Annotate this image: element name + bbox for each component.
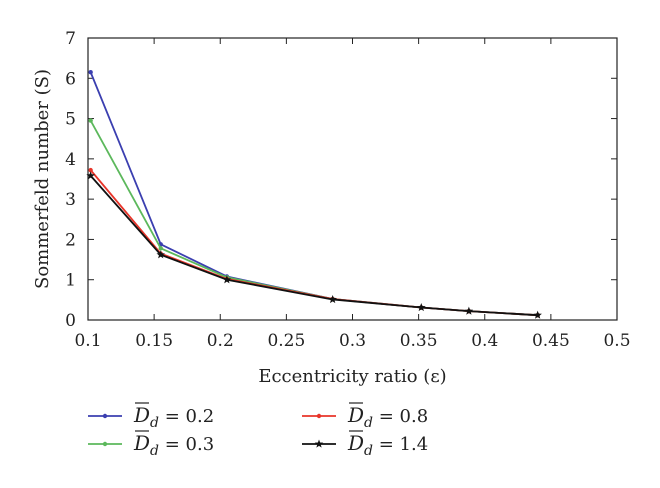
- plot-frame: [87, 37, 618, 321]
- series-4-point: [533, 310, 542, 319]
- legend-marker-3: [316, 413, 322, 419]
- series-1-point: [88, 70, 93, 75]
- series-line-1: [89, 71, 538, 317]
- series-2-point: [158, 246, 163, 251]
- legend-marker-2: [102, 441, 108, 447]
- legend-label-4: Dd = 1.4: [347, 431, 428, 459]
- series-4-point: [222, 275, 232, 284]
- y-tick-label: 1: [65, 271, 76, 291]
- y-tick-label: 2: [65, 230, 76, 250]
- series-4-point: [416, 303, 426, 312]
- series-4-point: [328, 294, 337, 304]
- series-3-point: [88, 167, 93, 173]
- y-tick-label: 7: [65, 29, 76, 49]
- y-tick-label: 4: [65, 150, 76, 170]
- x-tick-label: 0.2: [207, 331, 234, 351]
- x-tick-label: 0.3: [339, 331, 366, 351]
- series-2-point: [88, 118, 93, 123]
- series-4-point: [86, 171, 95, 180]
- legend-label-3: Dd = 0.8: [347, 403, 428, 431]
- y-tick-label: 6: [65, 69, 76, 89]
- y-tick-label: 5: [65, 110, 76, 130]
- x-tick-label: 0.35: [400, 331, 438, 351]
- x-axis-label: Eccentricity ratio (ε): [258, 366, 446, 387]
- legend-marker-1: [102, 413, 108, 419]
- x-tick-label: 0.5: [603, 331, 630, 351]
- series-line-2: [89, 120, 538, 317]
- y-tick-label: 0: [65, 311, 76, 331]
- x-tick-label: 0.15: [135, 331, 173, 351]
- legend-label-2: Dd = 0.3: [133, 431, 214, 459]
- series-4-point: [464, 306, 474, 315]
- x-tick-label: 0.1: [74, 331, 101, 351]
- legend-marker-4: [314, 439, 324, 448]
- y-tick-label: 3: [65, 190, 76, 210]
- series-4-point: [156, 250, 166, 259]
- legend-label-1: Dd = 0.2: [133, 403, 214, 431]
- y-axis-label: Sommerfeld number (S): [32, 69, 53, 289]
- x-tick-label: 0.45: [532, 331, 570, 351]
- x-tick-label: 0.25: [267, 331, 305, 351]
- x-tick-label: 0.4: [471, 331, 498, 351]
